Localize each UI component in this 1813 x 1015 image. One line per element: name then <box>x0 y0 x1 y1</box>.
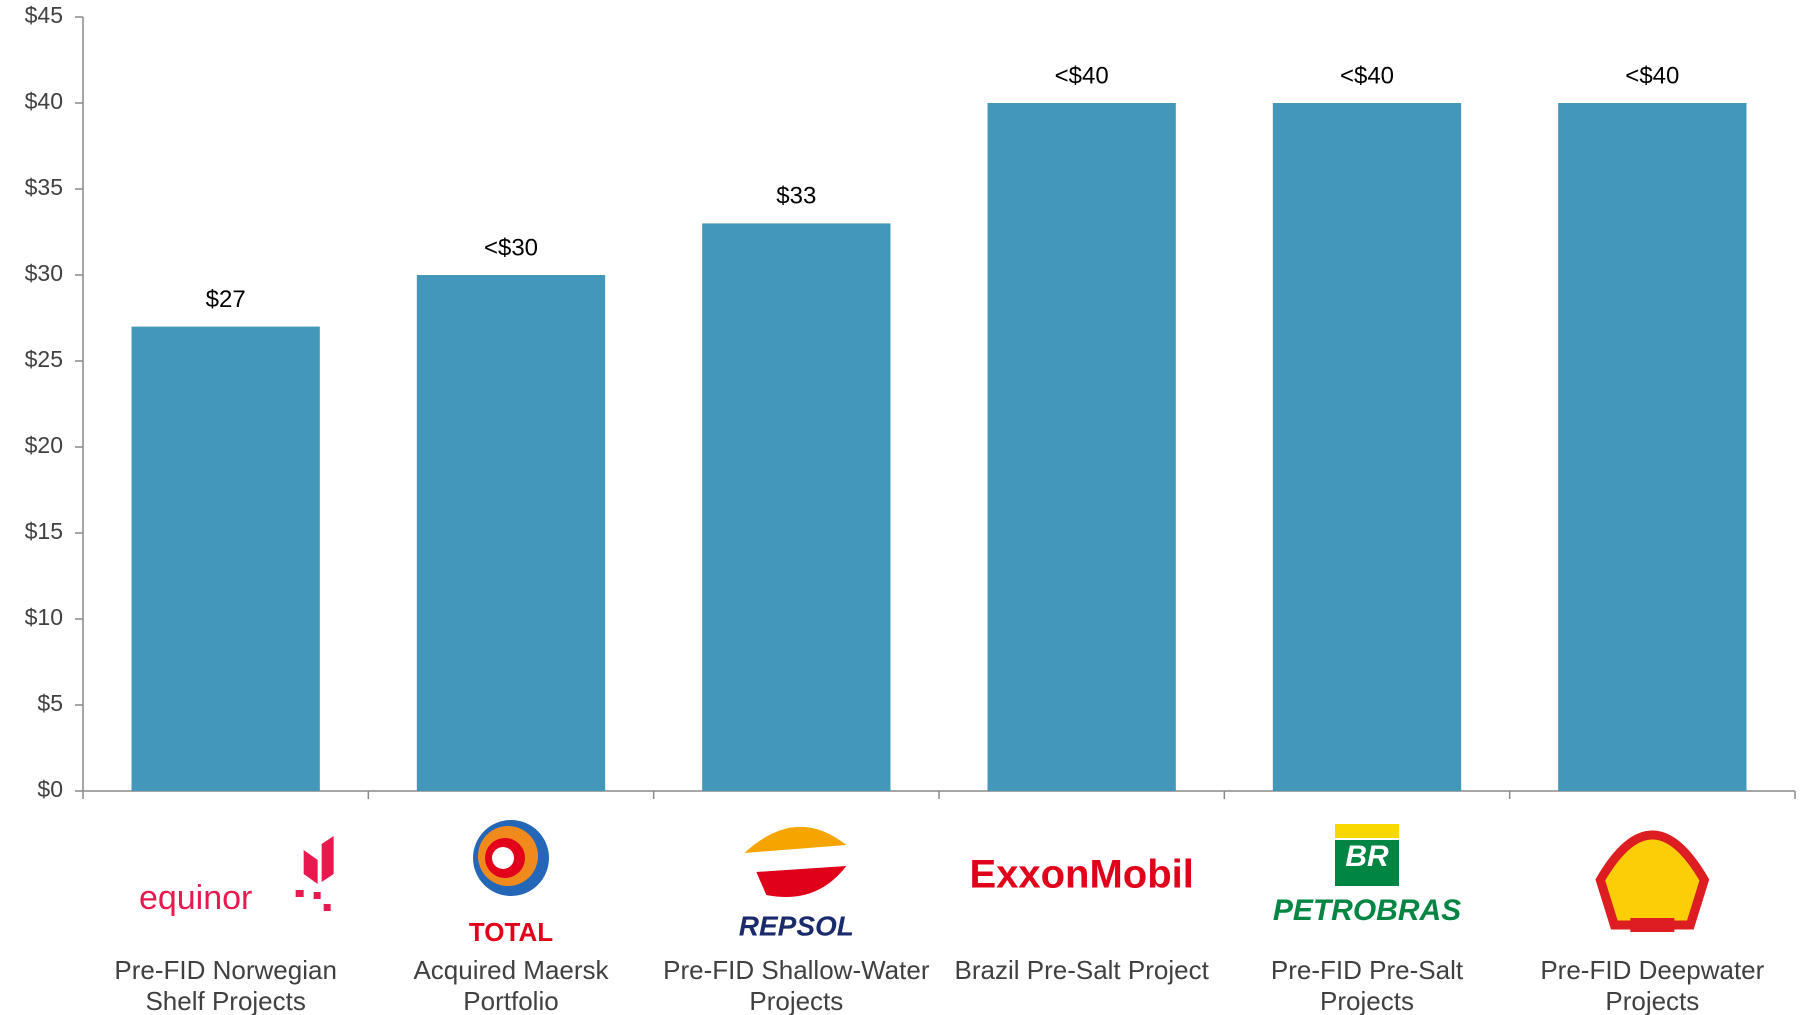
shape <box>321 836 334 882</box>
logo-text: equinor <box>139 879 252 917</box>
shape <box>313 892 321 899</box>
value-label: <$40 <box>1340 62 1394 89</box>
value-label: <$30 <box>484 234 538 261</box>
value-label: <$40 <box>1625 62 1679 89</box>
logo-text: REPSOL <box>739 910 854 941</box>
logo-text: TOTAL <box>469 917 553 947</box>
logo-text: PETROBRAS <box>1273 894 1461 927</box>
value-label: $33 <box>776 183 816 210</box>
repsol-bottom <box>756 866 847 898</box>
x-tick-label: Acquired Maersk Portfolio <box>413 955 609 1015</box>
x-tick-label: Brazil Pre-Salt Project <box>954 955 1209 985</box>
value-label: $27 <box>206 286 246 313</box>
logo-text: BR <box>1345 840 1389 873</box>
y-tick-label: $30 <box>25 260 63 286</box>
x-tick-label: Pre-FID Shallow-Water Projects <box>663 955 930 1015</box>
value-label: <$40 <box>1055 62 1109 89</box>
y-tick-label: $25 <box>25 346 63 372</box>
x-tick-label: Pre-FID Pre-Salt Projects <box>1270 955 1464 1015</box>
y-tick-label: $10 <box>25 604 63 630</box>
bar <box>1558 103 1747 791</box>
y-tick-label: $5 <box>37 690 63 716</box>
y-tick-label: $35 <box>25 174 63 200</box>
shape <box>323 904 331 911</box>
petrobras-badge <box>1335 840 1399 886</box>
bar <box>416 275 606 791</box>
y-tick-label: $15 <box>25 518 63 544</box>
bar <box>131 326 320 791</box>
bar <box>702 223 891 791</box>
y-tick-label: $40 <box>25 88 63 114</box>
logo-text: ExxonMobil <box>969 853 1193 897</box>
x-tick-label: Pre-FID Deepwater Projects <box>1540 955 1765 1015</box>
y-tick-label: $0 <box>37 776 63 802</box>
shape <box>303 850 318 884</box>
equinor-mark <box>295 836 334 911</box>
x-tick-label: Pre-FID Norwegian Shelf Projects <box>114 955 337 1015</box>
y-tick-label: $45 <box>25 2 63 28</box>
bar <box>987 103 1176 791</box>
shell-base <box>1630 918 1675 932</box>
bar <box>1272 103 1462 791</box>
y-tick-label: $20 <box>25 432 63 458</box>
petrobras-badge-top <box>1335 824 1399 838</box>
shell-logo <box>1595 830 1710 930</box>
total-ring <box>492 847 514 869</box>
shape <box>295 890 304 897</box>
repsol-top <box>744 826 847 853</box>
